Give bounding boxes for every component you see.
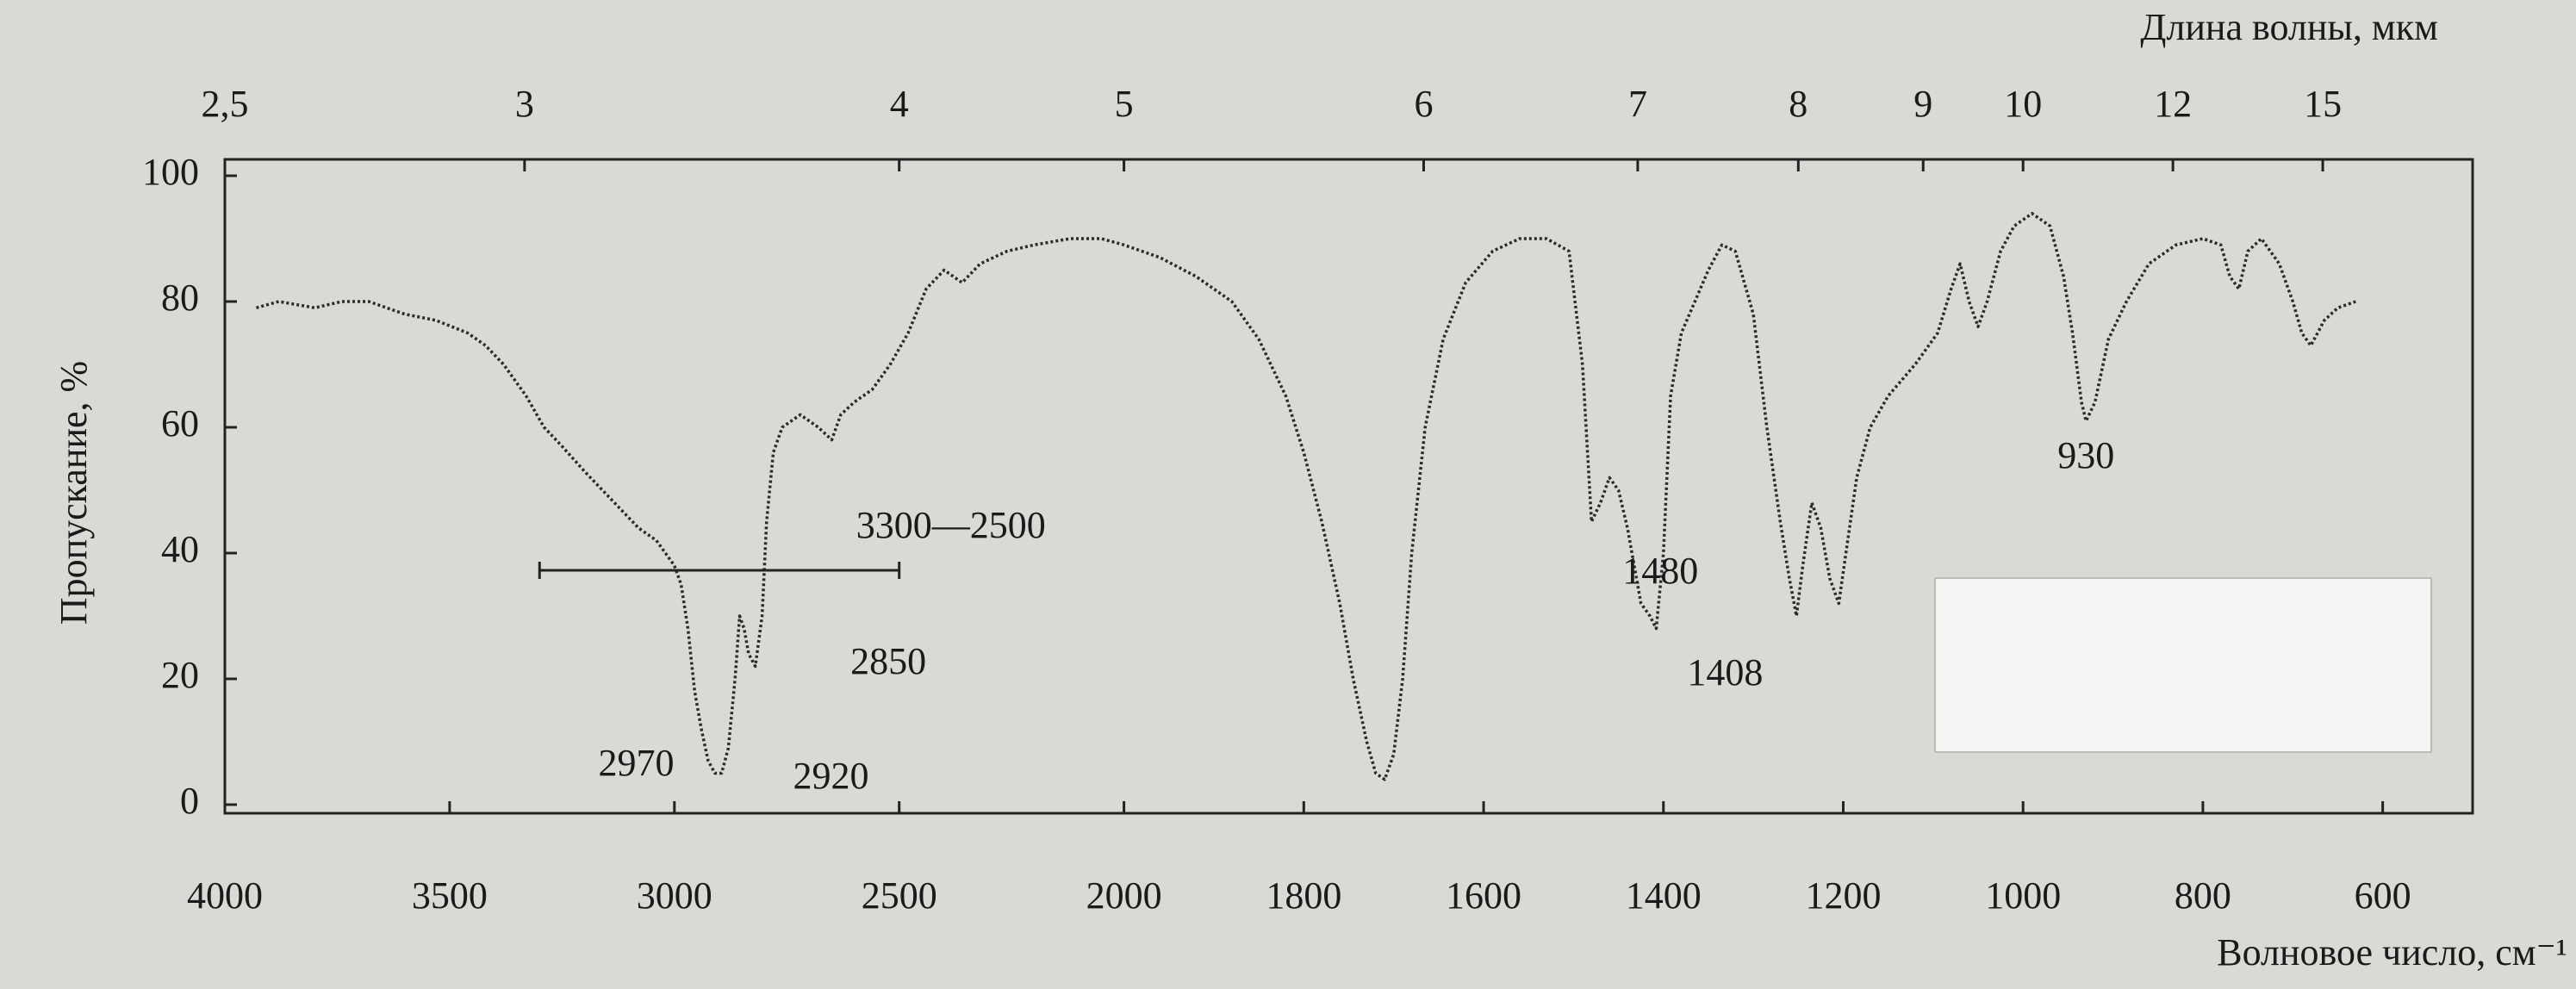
x-tick-label: 1200: [1805, 874, 1881, 917]
x-tick-label: 1800: [1266, 874, 1341, 917]
y-tick-label: 20: [161, 654, 199, 696]
y-tick-label: 60: [161, 402, 199, 445]
peak-label: 1408: [1687, 651, 1763, 694]
peak-label: 2920: [793, 755, 869, 797]
x-tick-label: 1400: [1626, 874, 1702, 917]
x2-tick-label: 10: [2004, 83, 2042, 125]
x-tick-label: 3500: [412, 874, 488, 917]
x2-tick-label: 4: [890, 83, 909, 125]
x-tick-label: 1600: [1446, 874, 1521, 917]
x-tick-label: 2000: [1086, 874, 1162, 917]
y-axis-title: Пропускание, %: [53, 361, 95, 625]
peak-label: 1480: [1622, 550, 1698, 592]
y-tick-label: 40: [161, 528, 199, 570]
x-tick-label: 2500: [862, 874, 937, 917]
x-axis-title: Волновое число, см⁻¹: [2217, 931, 2567, 973]
x2-axis-title: Длина волны, мкм: [2140, 6, 2438, 48]
x2-tick-label: 9: [1913, 83, 1932, 125]
x-tick-label: 600: [2355, 874, 2411, 917]
x2-tick-label: 5: [1115, 83, 1134, 125]
x-tick-label: 800: [2175, 874, 2231, 917]
x2-tick-label: 6: [1414, 83, 1433, 125]
peak-label: 2970: [598, 742, 674, 784]
spectrum-line: [256, 212, 2356, 781]
x-tick-label: 1000: [1985, 874, 2061, 917]
x2-tick-label: 8: [1789, 83, 1808, 125]
x-tick-label: 3000: [637, 874, 712, 917]
x2-tick-label: 12: [2154, 83, 2192, 125]
range-label: 3300—2500: [856, 504, 1046, 546]
x-tick-label: 4000: [187, 874, 263, 917]
x2-tick-label: 15: [2304, 83, 2342, 125]
peak-label: 930: [2057, 434, 2114, 476]
blank-sticker: [1934, 577, 2432, 753]
peak-label: 2850: [850, 640, 926, 682]
y-tick-label: 0: [180, 780, 199, 822]
x2-tick-label: 7: [1628, 83, 1647, 125]
x2-tick-label: 2,5: [202, 83, 249, 125]
plot-frame: [223, 158, 2474, 815]
y-tick-label: 80: [161, 277, 199, 319]
y-tick-label: 100: [142, 151, 199, 193]
x2-tick-label: 3: [515, 83, 534, 125]
